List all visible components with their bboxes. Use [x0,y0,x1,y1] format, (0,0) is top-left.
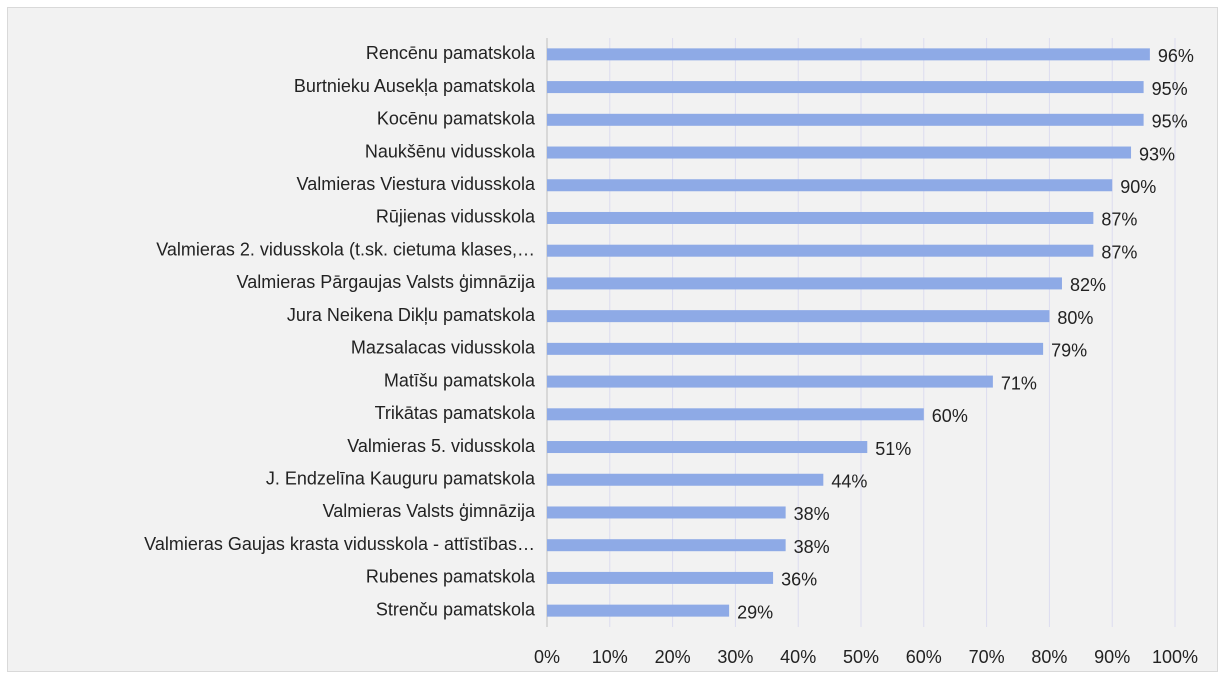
value-label: 87% [1101,210,1137,230]
x-tick-label: 60% [906,647,942,667]
x-tick-label: 90% [1094,647,1130,667]
bar [547,211,1094,224]
value-label: 96% [1158,46,1194,66]
y-tick-label: Valmieras Pārgaujas Valsts ģimnāzija [237,272,536,292]
y-tick-label: Naukšēnu vidusskola [365,141,536,161]
value-label: 71% [1001,373,1037,393]
value-label: 38% [794,537,830,557]
y-tick-label: Rūjienas vidusskola [376,207,536,227]
x-tick-label: 20% [655,647,691,667]
y-tick-label: J. Endzelīna Kauguru pamatskola [266,469,536,489]
y-tick-label: Mazsalacas vidusskola [351,338,536,358]
y-tick-label: Strenču pamatskola [376,599,536,619]
bar [547,48,1150,61]
value-label: 79% [1051,341,1087,361]
x-tick-label: 10% [592,647,628,667]
x-tick-label: 40% [780,647,816,667]
y-tick-label: Matīšu pamatskola [384,370,536,390]
bar [547,441,868,454]
y-tick-label: Rencēnu pamatskola [366,43,536,63]
bar [547,244,1094,257]
bar [547,146,1132,159]
value-label: 38% [794,504,830,524]
x-tick-label: 50% [843,647,879,667]
bar [547,539,786,552]
y-tick-label: Valmieras 5. vidusskola [347,436,536,456]
bar [547,113,1144,126]
x-tick-label: 70% [969,647,1005,667]
bar [547,277,1062,290]
x-tick-label: 100% [1152,647,1198,667]
y-tick-label: Valmieras 2. vidusskola (t.sk. cietuma k… [156,239,535,259]
bar [547,473,824,486]
x-tick-label: 30% [717,647,753,667]
y-tick-label: Trikātas pamatskola [375,403,536,423]
bar [547,375,993,388]
bar [547,506,786,519]
value-label: 90% [1120,177,1156,197]
value-label: 60% [932,406,968,426]
y-tick-label: Valmieras Viestura vidusskola [297,174,536,194]
bar [547,342,1044,355]
bar [547,571,774,584]
bar [547,604,730,617]
bar [547,81,1144,94]
x-tick-label: 0% [534,647,560,667]
bar [547,179,1113,192]
y-tick-label: Valmieras Valsts ģimnāzija [323,501,536,521]
value-label: 93% [1139,144,1175,164]
value-label: 95% [1152,112,1188,132]
y-tick-label: Rubenes pamatskola [366,567,536,587]
x-tick-label: 80% [1031,647,1067,667]
value-label: 87% [1101,242,1137,262]
y-tick-label: Kocēnu pamatskola [377,109,536,129]
y-tick-label: Valmieras Gaujas krasta vidusskola - att… [144,534,535,554]
value-label: 36% [781,570,817,590]
value-label: 80% [1057,308,1093,328]
y-tick-label: Jura Neikena Dikļu pamatskola [287,305,536,325]
value-label: 29% [737,602,773,622]
value-label: 82% [1070,275,1106,295]
value-label: 51% [875,439,911,459]
bar [547,310,1050,323]
y-tick-label: Burtnieku Ausekļa pamatskola [294,76,536,96]
chart-background [7,7,1218,672]
value-label: 95% [1152,79,1188,99]
value-label: 44% [831,472,867,492]
bar [547,408,924,421]
